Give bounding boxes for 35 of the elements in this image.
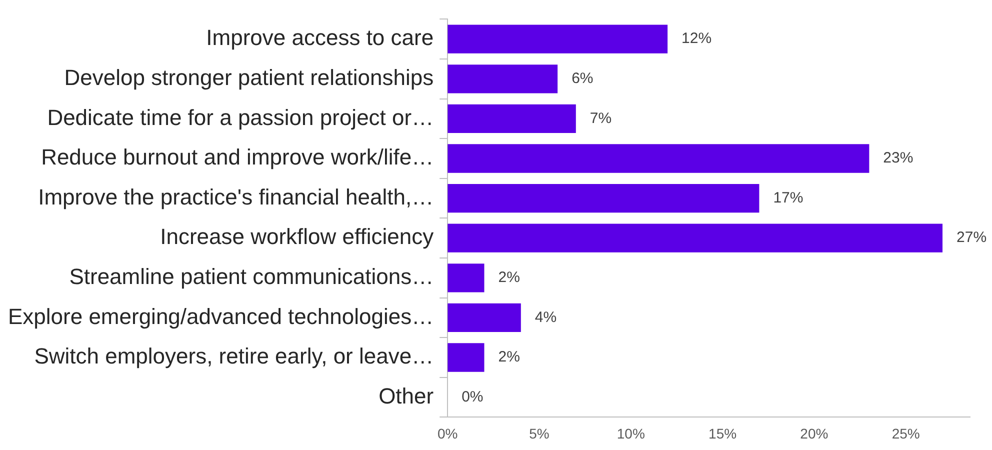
- bar: [448, 343, 484, 372]
- bar: [448, 224, 943, 252]
- y-tick-label: Other: [378, 383, 434, 408]
- y-tick-label: Improve access to care: [206, 25, 434, 50]
- data-label: 12%: [682, 30, 712, 48]
- data-label: 6%: [572, 70, 594, 88]
- y-tick-label: Switch employers, retire early, or leave…: [34, 344, 434, 369]
- data-label: 17%: [773, 189, 804, 206]
- y-tick-label: Explore emerging/advanced technologies…: [8, 304, 434, 329]
- y-tick-label: Develop stronger patient relationships: [64, 64, 434, 90]
- bar: [448, 264, 484, 292]
- data-label: 2%: [498, 348, 520, 366]
- x-tick-label: 0%: [437, 425, 458, 442]
- y-tick-label: Improve the practice's financial health,…: [38, 184, 434, 210]
- data-label: 7%: [590, 110, 612, 127]
- y-tick-label: Streamline patient communications…: [69, 264, 434, 289]
- data-label: 0%: [462, 388, 484, 406]
- bar: [448, 144, 870, 173]
- x-tick-label: 25%: [892, 425, 920, 442]
- data-label: 4%: [534, 308, 557, 326]
- y-tick-label: Reduce burnout and improve work/life…: [41, 144, 434, 170]
- x-tick-label: 5%: [529, 425, 550, 442]
- bar: [448, 24, 668, 54]
- data-label: 27%: [956, 229, 987, 246]
- bar: [448, 303, 521, 332]
- x-tick-label: 15%: [708, 425, 737, 442]
- data-label: 2%: [498, 269, 520, 286]
- x-tick-label: 10%: [616, 425, 645, 442]
- bar: [448, 64, 558, 94]
- bar: [448, 104, 576, 134]
- y-tick-label: Dedicate time for a passion project or…: [47, 104, 434, 130]
- data-label: 23%: [883, 150, 914, 167]
- x-tick-label: 20%: [800, 425, 828, 442]
- bar: [448, 184, 760, 213]
- y-tick-label: Increase workflow efficiency: [160, 224, 434, 250]
